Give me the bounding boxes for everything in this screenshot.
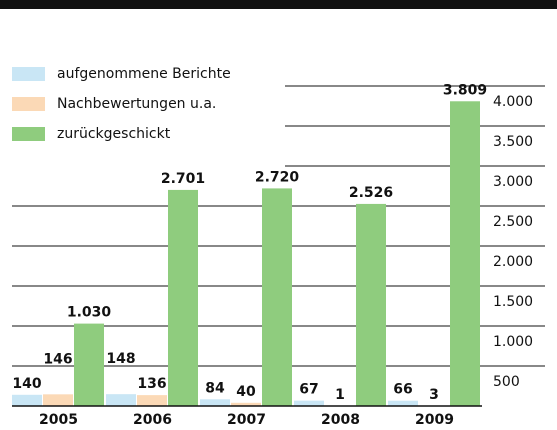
value-label: 1 [335,387,345,403]
value-label: 146 [43,351,72,367]
x-tick-label: 2009 [415,412,454,428]
top-rule [0,0,557,9]
value-label: 2.526 [349,185,393,201]
bar [137,395,167,406]
bar [450,101,480,406]
bar [262,188,292,406]
value-label: 84 [205,380,225,396]
x-tick-label: 2008 [321,412,360,428]
value-label: 67 [299,382,318,398]
bar [168,189,198,406]
y-tick-label: 3.500 [493,134,533,150]
value-label: 3 [429,387,439,403]
value-label: 2.720 [255,169,300,185]
legend-label: zurückgeschickt [57,126,171,142]
value-label: 140 [12,376,41,392]
bar [388,400,418,406]
bar [200,399,230,406]
y-tick-label: 4.000 [493,94,533,110]
legend-label: aufgenommene Berichte [57,66,231,82]
bar [106,394,136,406]
value-label: 40 [236,384,256,400]
value-label: 148 [106,351,135,367]
bar [231,402,261,406]
legend-swatch [12,127,45,141]
legend-swatch [12,67,45,81]
y-tick-label: 1.000 [493,334,533,350]
bar [12,394,42,406]
value-label: 2.701 [161,171,205,187]
x-tick-label: 2006 [133,412,172,428]
y-tick-label: 3.000 [493,174,533,190]
value-label: 1.030 [67,305,112,321]
y-tick-label: 2.000 [493,254,533,270]
legend-label: Nachbewertungen u.a. [57,96,216,112]
x-tick-label: 2007 [227,412,266,428]
x-tick-label: 2005 [39,412,78,428]
bar [294,400,324,406]
y-tick-label: 1.500 [493,294,533,310]
y-tick-label: 500 [493,374,520,390]
bar [356,203,386,406]
legend-swatch [12,97,45,111]
bar [43,394,73,406]
y-tick-label: 2.500 [493,214,533,230]
value-label: 3.809 [443,82,487,98]
bar [74,323,104,406]
value-label: 66 [393,382,412,398]
value-label: 136 [137,376,166,392]
